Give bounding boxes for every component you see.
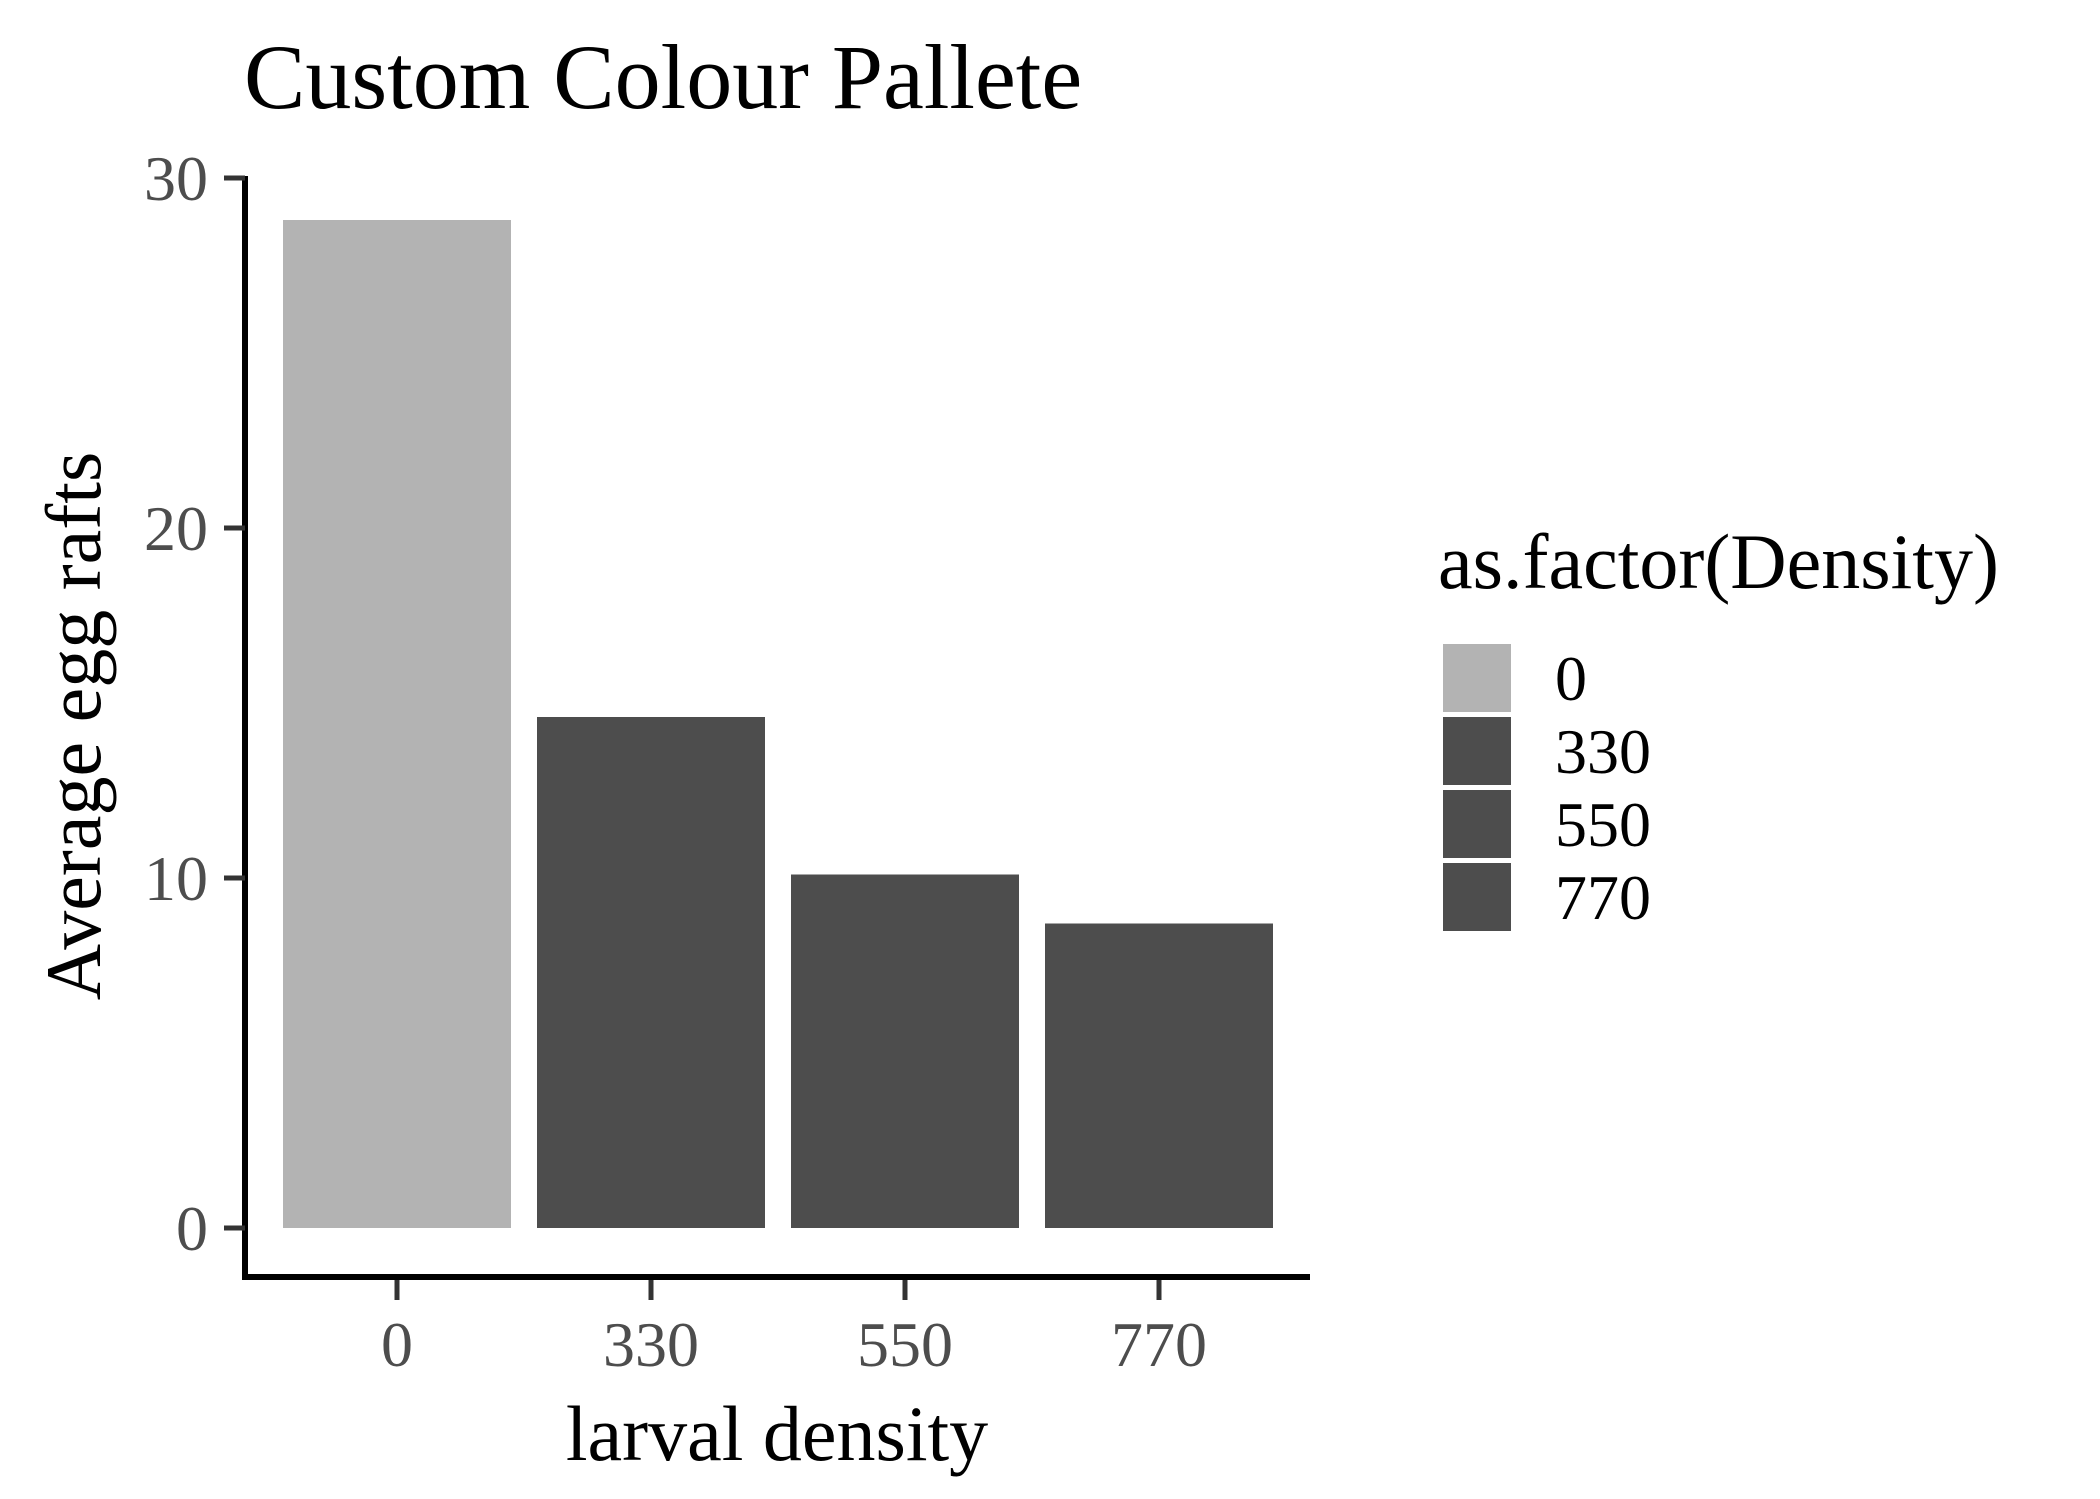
- y-tick-label: 20: [144, 493, 208, 564]
- legend-key-330: [1443, 717, 1511, 785]
- y-tick-label: 0: [176, 1193, 208, 1264]
- bar-550: [791, 874, 1019, 1228]
- plot-area: 0 10 20 30 0 330 550 770: [144, 143, 1310, 1380]
- legend-key-550: [1443, 790, 1511, 858]
- y-axis-title: Average egg rafts: [30, 452, 117, 1001]
- bar-770: [1045, 923, 1273, 1228]
- legend-title: as.factor(Density): [1438, 518, 1999, 605]
- x-tick-label: 0: [381, 1309, 413, 1380]
- legend-label-550: 550: [1555, 789, 1651, 860]
- bars: [283, 220, 1273, 1228]
- legend-label-0: 0: [1555, 643, 1587, 714]
- y-axis-ticks: 0 10 20 30: [144, 143, 245, 1264]
- bar-330: [537, 717, 765, 1228]
- x-tick-label: 550: [857, 1309, 953, 1380]
- x-axis-ticks: 0 330 550 770: [381, 1280, 1207, 1380]
- x-tick-label: 330: [603, 1309, 699, 1380]
- y-tick-label: 10: [144, 843, 208, 914]
- bar-0: [283, 220, 511, 1228]
- legend-key-770: [1443, 863, 1511, 931]
- legend-key-0: [1443, 644, 1511, 712]
- legend-label-770: 770: [1555, 862, 1651, 933]
- x-axis-title: larval density: [566, 1390, 988, 1477]
- x-tick-label: 770: [1111, 1309, 1207, 1380]
- chart-title: Custom Colour Pallete: [244, 26, 1082, 128]
- y-tick-label: 30: [144, 143, 208, 214]
- legend-label-330: 330: [1555, 716, 1651, 787]
